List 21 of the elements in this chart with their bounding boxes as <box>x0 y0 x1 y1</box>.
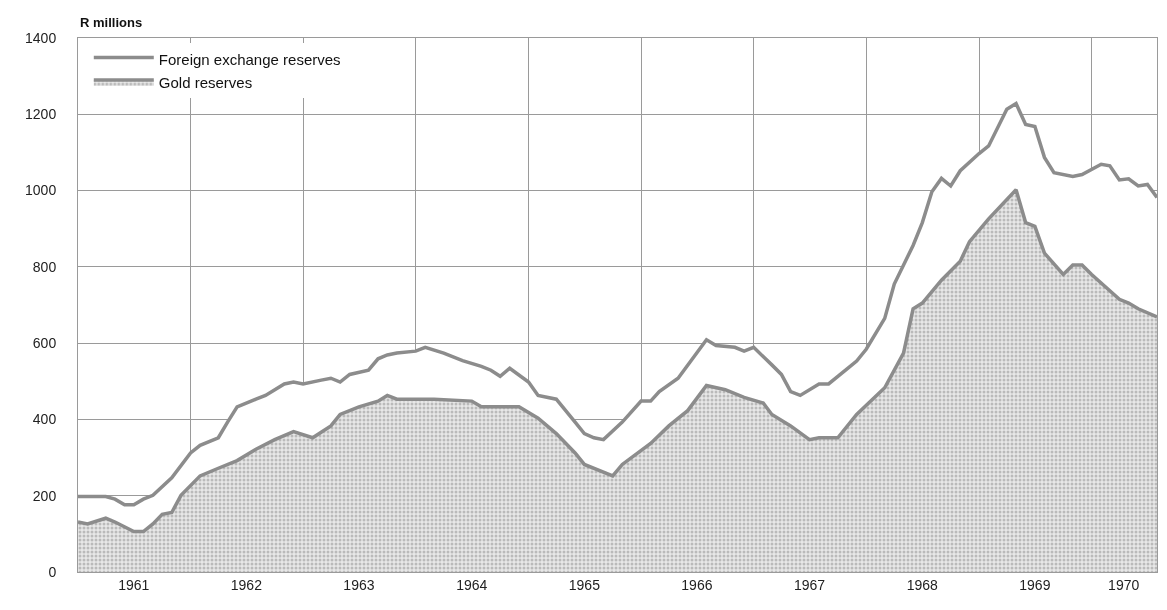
legend-label: Gold reserves <box>158 73 253 91</box>
y-tick-label: 200 <box>32 487 57 504</box>
y-tick-label: 1200 <box>25 106 57 123</box>
y-tick-label: 600 <box>32 335 57 352</box>
y-tick-label: 1400 <box>25 29 57 46</box>
y-tick-label: 800 <box>32 258 57 275</box>
y-tick-label: 400 <box>32 411 57 428</box>
y-axis-title: R millions <box>80 15 143 30</box>
x-tick-label: 1969 <box>1019 576 1051 593</box>
x-tick-label: 1970 <box>1108 576 1140 593</box>
x-tick-label: 1967 <box>793 576 826 593</box>
legend-label: Foreign exchange reserves <box>158 51 341 69</box>
x-tick-label: 1966 <box>681 576 713 593</box>
y-tick-label: 0 <box>48 563 57 580</box>
x-tick-label: 1962 <box>230 576 263 593</box>
x-tick-label: 1964 <box>456 576 488 593</box>
y-tick-label: 1000 <box>25 182 57 199</box>
x-tick-label: 1965 <box>568 576 601 593</box>
x-tick-label: 1961 <box>118 576 150 593</box>
x-tick-label: 1968 <box>906 576 939 593</box>
x-tick-label: 1963 <box>343 576 375 593</box>
